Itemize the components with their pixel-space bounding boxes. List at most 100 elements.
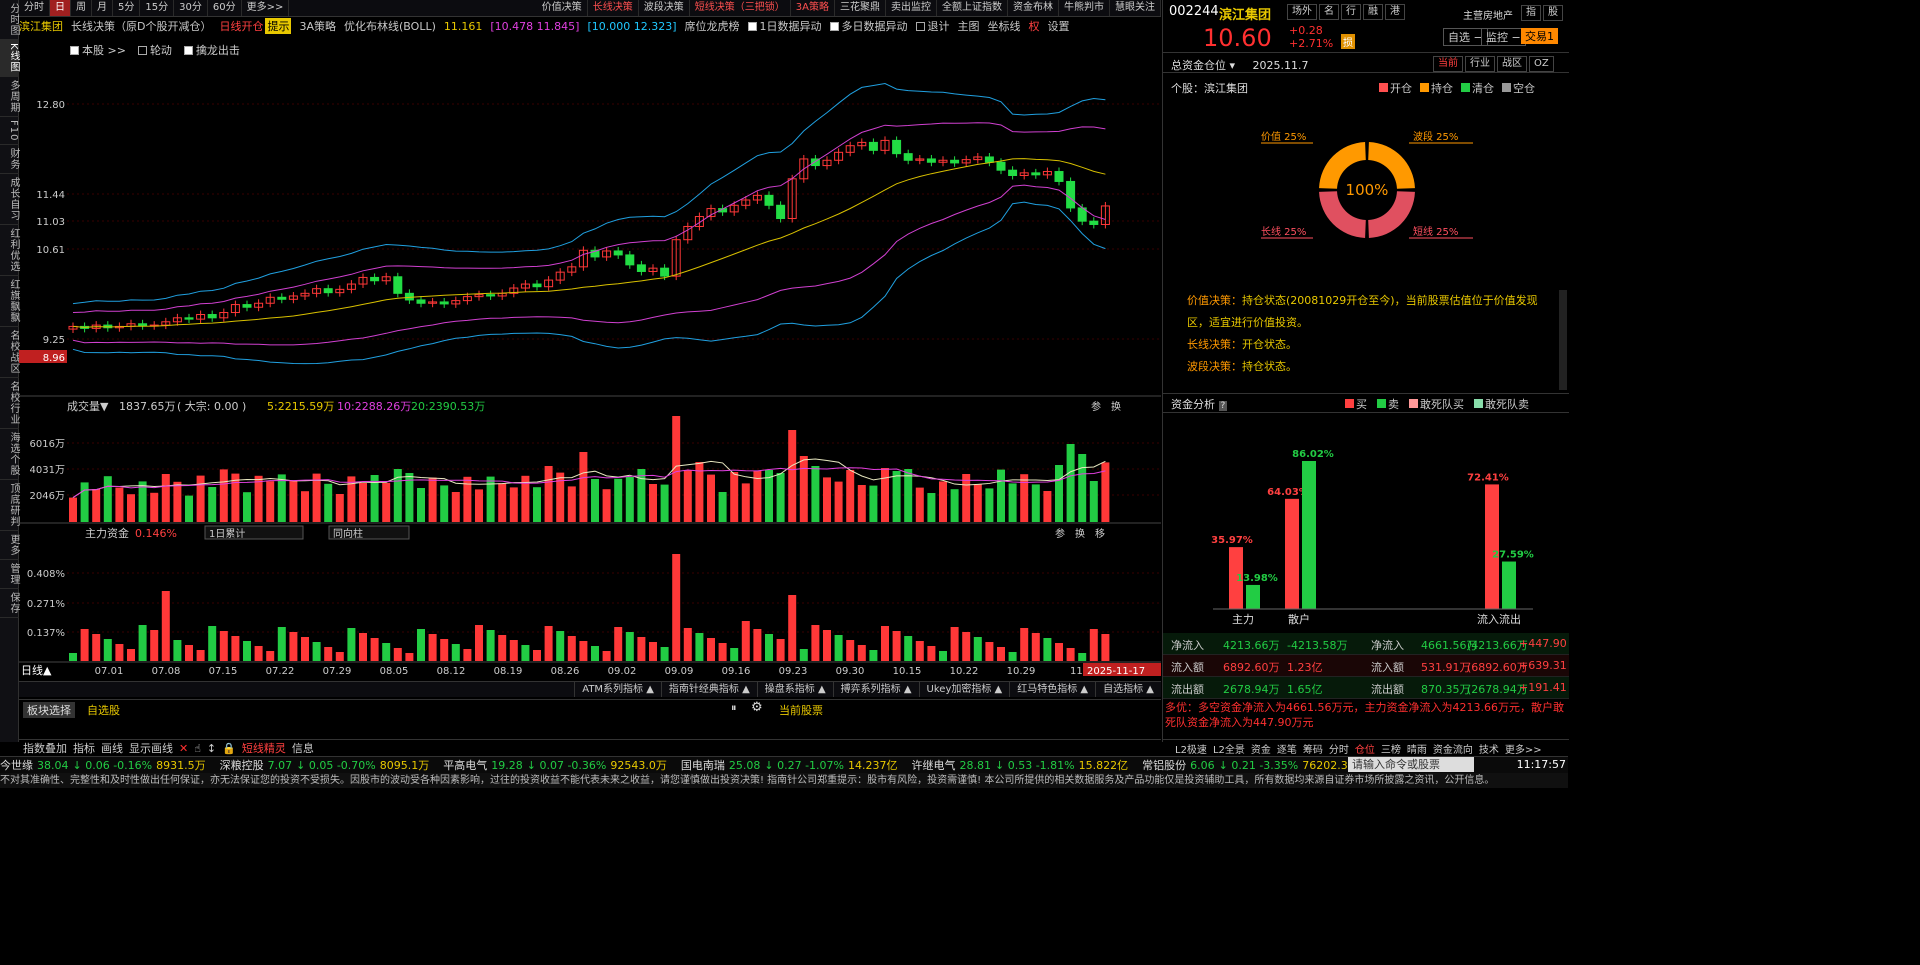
period-tab-day[interactable]: 日线▲ xyxy=(21,663,52,677)
ticker-4[interactable]: 许继电气 28.81 ↓ 0.53 -1.81% 15.822亿 xyxy=(911,759,1129,772)
right-bottom-tab-5[interactable]: 分时 xyxy=(1328,744,1349,756)
right-bottom-tab-6[interactable]: 仓位 xyxy=(1354,744,1375,756)
right-bottom-tab-3[interactable]: 逐笔 xyxy=(1276,744,1297,756)
tool-3[interactable]: 显示画线 xyxy=(129,742,173,755)
lock-icon[interactable]: 🔒 xyxy=(222,741,236,755)
favorites-tab[interactable]: 自选股 xyxy=(87,704,120,717)
volume-tool-0[interactable]: 参 xyxy=(1091,400,1101,413)
fund-tool-2[interactable]: 移 xyxy=(1095,527,1105,540)
strategy-tab-8[interactable]: 资金布林 xyxy=(1008,0,1059,16)
right-bottom-tab-9[interactable]: 资金流向 xyxy=(1432,744,1473,756)
coord-button[interactable]: 坐标线 xyxy=(987,20,1021,33)
right-bottom-tab-1[interactable]: L2全景 xyxy=(1212,744,1245,756)
strategy-tab-2[interactable]: 波段决策 xyxy=(639,0,690,16)
indicator-tab-2[interactable]: 操盘系指标 ▲ xyxy=(756,682,833,697)
period-tab-7[interactable]: 60分 xyxy=(208,0,242,16)
board-select-tab[interactable]: 板块选择 xyxy=(23,702,75,718)
position-subtab-3[interactable]: OZ xyxy=(1529,56,1554,72)
fund-select-1[interactable]: 1日累计 xyxy=(209,527,245,540)
left-tab-10[interactable]: 海选个股 xyxy=(0,429,19,481)
indicator-tab-5[interactable]: 红马特色指标 ▲ xyxy=(1009,682,1095,697)
fund-select-2[interactable]: 同向柱 xyxy=(333,527,363,540)
index-button[interactable]: 指 xyxy=(1521,5,1541,21)
gear-icon[interactable]: ⚙ xyxy=(751,700,763,715)
left-tab-2[interactable]: 多周期 xyxy=(0,77,19,117)
indicator-tab-1[interactable]: 指南针经典指标 ▲ xyxy=(660,682,757,697)
strategy-tab-0[interactable]: 价值决策 xyxy=(537,0,588,16)
kline-chart[interactable]: 12.80 11.44 11.03 10.61 9.25 8.96 07.01 07.08 07… xyxy=(19,0,1161,700)
right-bottom-tab-0[interactable]: L2极速 xyxy=(1175,744,1207,756)
strategy-tab-5[interactable]: 三花聚鼎 xyxy=(835,0,886,16)
this-stock-check[interactable]: 本股 >> xyxy=(70,42,126,58)
right-bottom-tab-7[interactable]: 三榜 xyxy=(1380,744,1401,756)
right-bottom-tab-4[interactable]: 筹码 xyxy=(1302,744,1323,756)
left-tab-6[interactable]: 红利优选 xyxy=(0,225,19,277)
strategy-tab-9[interactable]: 牛熊判市 xyxy=(1059,0,1110,16)
period-tab-0[interactable]: 分时 xyxy=(19,0,50,16)
period-tab-8[interactable]: 更多>> xyxy=(242,0,290,16)
strategy-3a-label[interactable]: 3A策略 xyxy=(299,20,337,33)
stock-tag-4[interactable]: 港 xyxy=(1385,4,1405,20)
quan-button[interactable]: 权 xyxy=(1028,20,1040,33)
position-subtab-0[interactable]: 当前 xyxy=(1433,56,1463,72)
fund-tool-0[interactable]: 参 xyxy=(1055,527,1065,540)
right-bottom-tab-10[interactable]: 技术 xyxy=(1478,744,1499,756)
right-bottom-tab-11[interactable]: 更多>> xyxy=(1504,744,1542,756)
left-tab-11[interactable]: 顶底研判 xyxy=(0,480,19,532)
day-data-check[interactable]: 1日数据异动 xyxy=(747,18,822,34)
stock-tag-1[interactable]: 名 xyxy=(1319,4,1339,20)
period-tab-5[interactable]: 15分 xyxy=(140,0,175,16)
long-strategy-label[interactable]: 长线决策（原D个股开减仓） xyxy=(71,20,212,33)
left-tab-12[interactable]: 更多 xyxy=(0,531,19,561)
stock-tag-0[interactable]: 场外 xyxy=(1287,4,1317,20)
tool-0[interactable]: 指数叠加 xyxy=(23,742,67,755)
exit-check[interactable]: 退计 xyxy=(915,18,950,34)
add-self-button[interactable]: 自选 − xyxy=(1443,28,1488,46)
period-tab-6[interactable]: 30分 xyxy=(174,0,208,16)
indicator-tab-3[interactable]: 搏弈系列指标 ▲ xyxy=(832,682,919,697)
indicator-tab-4[interactable]: Ukey加密指标 ▲ xyxy=(918,682,1010,697)
position-subtab-2[interactable]: 战区 xyxy=(1497,56,1527,72)
hint-badge[interactable]: 提示 xyxy=(265,18,292,34)
strategy-tab-4[interactable]: 3A策略 xyxy=(791,0,835,16)
left-tab-5[interactable]: 成长自习 xyxy=(0,174,19,226)
strategy-tab-3[interactable]: 短线决策（三把锁） xyxy=(690,0,791,16)
trade-button[interactable]: 交易1 xyxy=(1521,28,1558,44)
left-tab-13[interactable]: 管理 xyxy=(0,560,19,590)
pause-icon[interactable]: ⏸ xyxy=(731,701,737,714)
fund-position-dropdown[interactable]: 总资金仓位 ▾ 2025.11.7 xyxy=(1171,59,1309,72)
position-subtab-1[interactable]: 行业 xyxy=(1465,56,1495,72)
ticker-2[interactable]: 平高电气 19.28 ↓ 0.07 -0.36% 92543.0万 xyxy=(443,759,667,772)
ticker-1[interactable]: 深粮控股 7.07 ↓ 0.05 -0.70% 8095.1万 xyxy=(219,759,430,772)
indicator-tab-0[interactable]: ATM系列指标 ▲ xyxy=(574,682,661,697)
tool-5[interactable]: 信息 xyxy=(291,742,314,755)
catch-dragon-check[interactable]: 擒龙出击 xyxy=(183,42,240,58)
tool-4[interactable]: 短线精灵 xyxy=(241,742,286,755)
hand-icon[interactable]: ☝ xyxy=(194,741,201,755)
left-tab-1[interactable]: K线图 xyxy=(0,40,19,77)
period-tab-1[interactable]: 日 xyxy=(50,0,71,16)
stock-button[interactable]: 股 xyxy=(1543,5,1563,21)
fund-tool-1[interactable]: 换 xyxy=(1075,527,1085,540)
volume-tool-1[interactable]: 换 xyxy=(1111,400,1121,413)
rotate-check[interactable]: 轮动 xyxy=(137,42,172,58)
indicator-tab-6[interactable]: 自选指标 ▲ xyxy=(1095,682,1161,697)
dragon-tiger-link[interactable]: 席位龙虎榜 xyxy=(684,20,740,33)
left-tab-4[interactable]: 财务 xyxy=(0,145,19,175)
left-tab-14[interactable]: 保存 xyxy=(0,589,19,619)
stock-tag-3[interactable]: 融 xyxy=(1363,4,1383,20)
delete-icon[interactable]: ✕ xyxy=(179,741,189,755)
strategy-tab-6[interactable]: 卖出监控 xyxy=(886,0,937,16)
period-tab-2[interactable]: 周 xyxy=(71,0,92,16)
stock-tag-2[interactable]: 行 xyxy=(1341,4,1361,20)
left-tab-3[interactable]: F10 xyxy=(0,117,19,146)
multi-day-check[interactable]: 多日数据异动 xyxy=(829,18,908,34)
tool-1[interactable]: 指标 xyxy=(73,742,95,755)
main-chart-button[interactable]: 主图 xyxy=(957,20,980,33)
monitor-button[interactable]: 监控 − xyxy=(1481,28,1526,46)
right-bottom-tab-2[interactable]: 资金 xyxy=(1250,744,1271,756)
left-tab-8[interactable]: 名校战区 xyxy=(0,327,19,379)
period-tab-4[interactable]: 5分 xyxy=(113,0,141,16)
strategy-tab-7[interactable]: 全额上证指数 xyxy=(937,0,1008,16)
settings-button[interactable]: 设置 xyxy=(1047,20,1070,33)
